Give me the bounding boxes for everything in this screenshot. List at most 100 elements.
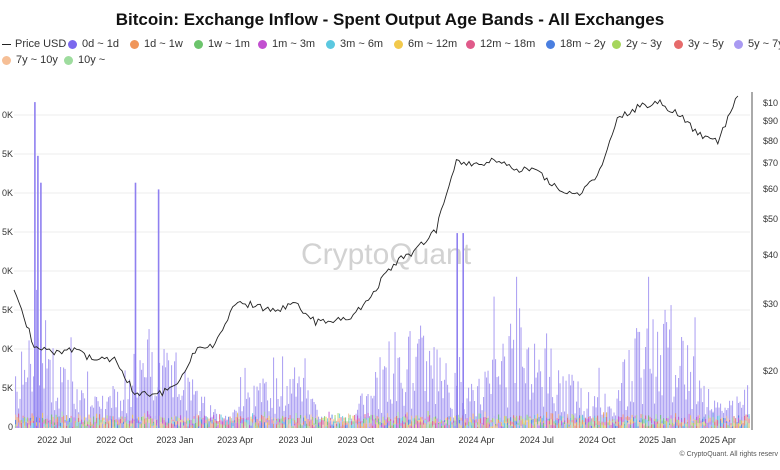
inflow-bar-segment: [675, 413, 677, 417]
inflow-bar-segment: [313, 424, 315, 427]
inflow-bar-segment: [454, 420, 456, 426]
legend-item-3m-6m[interactable]: 3m ~ 6m: [326, 38, 383, 50]
inflow-bar-0d-1d: [90, 406, 92, 428]
inflow-bar-segment: [292, 426, 294, 428]
inflow-bar-segment: [147, 422, 149, 428]
inflow-bar-segment: [48, 421, 50, 423]
inflow-bar-0d-1d: [546, 333, 548, 428]
price-usd-line: [13, 95, 739, 397]
inflow-bar-segment: [295, 413, 297, 418]
inflow-bar-segment: [351, 421, 353, 425]
inflow-bar-segment: [345, 422, 347, 425]
inflow-bar-segment: [373, 414, 375, 420]
inflow-bar-segment: [576, 422, 578, 428]
inflow-bar-segment: [166, 425, 168, 428]
inflow-bar-segment: [225, 421, 227, 425]
inflow-bar-0d-1d: [187, 377, 189, 428]
inflow-bar-0d-1d: [544, 348, 546, 428]
inflow-bar-segment: [289, 419, 291, 424]
inflow-bar-segment: [48, 419, 50, 421]
inflow-bar-segment: [132, 418, 134, 424]
inflow-bar-segment: [340, 426, 342, 428]
inflow-bar-0d-1d: [672, 402, 674, 428]
inflow-bar-0d-1d: [429, 350, 431, 428]
inflow-bar-segment: [45, 419, 47, 424]
inflow-bar-0d-1d: [54, 410, 56, 428]
inflow-bar-0d-1d: [630, 401, 632, 428]
inflow-bar-segment: [498, 414, 500, 420]
inflow-bar-segment: [346, 421, 348, 423]
inflow-bar-segment: [333, 421, 335, 426]
inflow-bar-segment: [721, 426, 723, 428]
inflow-bar-0d-1d: [301, 401, 303, 428]
inflow-bar-0d-1d: [565, 380, 567, 428]
legend-item-1m-3m[interactable]: 1m ~ 3m: [258, 38, 315, 50]
inflow-bar-0d-1d: [588, 392, 590, 428]
inflow-bar-segment: [655, 418, 657, 423]
inflow-bar-segment: [228, 416, 230, 422]
legend-item-0d-1d[interactable]: 0d ~ 1d: [68, 38, 119, 50]
inflow-bar-segment: [156, 426, 158, 428]
inflow-bar-0d-1d: [415, 356, 417, 428]
legend-item-price-usd[interactable]: Price USD: [2, 38, 66, 50]
legend-item-2y-3y[interactable]: 2y ~ 3y: [612, 38, 662, 50]
inflow-bar-segment: [564, 424, 566, 428]
inflow-bar-segment: [306, 423, 308, 428]
inflow-bar-segment: [510, 425, 512, 428]
inflow-bar-0d-1d: [562, 376, 564, 428]
inflow-bar-segment: [300, 424, 302, 428]
inflow-bar-segment: [628, 424, 630, 428]
legend-item-7y-10y[interactable]: 7y ~ 10y: [2, 54, 58, 66]
inflow-bar-segment: [412, 426, 414, 428]
legend-item-10y[interactable]: 10y ~: [64, 54, 105, 66]
legend-item-1d-1w[interactable]: 1d ~ 1w: [130, 38, 183, 50]
inflow-bar-segment: [172, 421, 174, 424]
inflow-bar-segment: [220, 419, 222, 425]
inflow-bar-0d-1d: [498, 376, 500, 428]
legend-item-6m-12m[interactable]: 6m ~ 12m: [394, 38, 457, 50]
inflow-bar-segment: [591, 418, 593, 422]
inflow-bar-0d-1d: [165, 367, 167, 428]
inflow-bar-segment: [648, 415, 650, 422]
inflow-bar-segment: [607, 422, 609, 426]
inflow-bar-segment: [624, 424, 626, 426]
inflow-bar-segment: [648, 425, 650, 428]
inflow-bar-segment: [318, 424, 320, 427]
legend-item-5y-7y[interactable]: 5y ~ 7y: [734, 38, 780, 50]
inflow-bar-segment: [399, 424, 401, 428]
inflow-bar-segment: [247, 424, 249, 428]
inflow-bar-0d-1d: [160, 395, 162, 428]
legend-item-3y-5y[interactable]: 3y ~ 5y: [674, 38, 724, 50]
inflow-bar-0d-1d: [481, 410, 483, 428]
inflow-bar-segment: [463, 422, 465, 426]
legend-item-18m-2y[interactable]: 18m ~ 2y: [546, 38, 606, 50]
inflow-bar-segment: [130, 426, 132, 428]
inflow-bar-segment: [169, 423, 171, 428]
inflow-bar-segment: [160, 417, 162, 423]
inflow-bar-segment: [27, 417, 29, 422]
legend-item-12m-18m[interactable]: 12m ~ 18m: [466, 38, 535, 50]
legend-item-1w-1m[interactable]: 1w ~ 1m: [194, 38, 250, 50]
inflow-bar-segment: [318, 422, 320, 425]
inflow-bar-segment: [145, 422, 147, 428]
inflow-bar-segment: [394, 419, 396, 425]
inflow-bar-segment: [676, 419, 678, 423]
inflow-bar-0d-1d: [580, 388, 582, 428]
inflow-bar-0d-1d: [685, 399, 687, 428]
inflow-bar-segment: [340, 420, 342, 427]
inflow-bar-segment: [504, 420, 506, 424]
inflow-bar-segment: [114, 423, 116, 427]
inflow-bar-segment: [414, 424, 416, 428]
inflow-bar-segment: [349, 414, 351, 420]
inflow-bar-segment: [177, 416, 179, 422]
inflow-bar-segment: [613, 420, 615, 424]
inflow-bar-segment: [144, 423, 146, 428]
inflow-bar-segment: [433, 424, 435, 428]
inflow-bar-0d-1d: [573, 380, 575, 428]
inflow-bar-segment: [595, 417, 597, 424]
inflow-bar-segment: [492, 426, 494, 428]
inflow-bar-segment: [96, 423, 98, 428]
inflow-bar-segment: [112, 426, 114, 428]
inflow-bar-segment: [639, 422, 641, 427]
inflow-bar-segment: [508, 423, 510, 425]
